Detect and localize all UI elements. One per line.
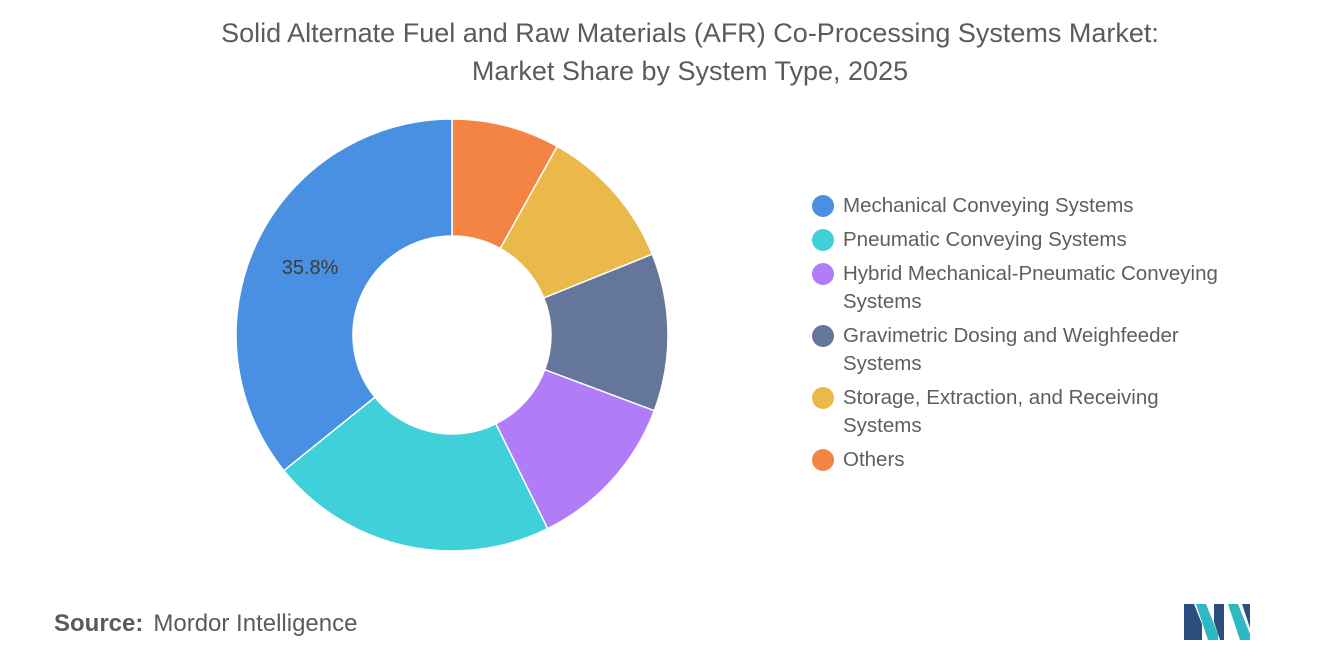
donut-slice [282, 396, 549, 552]
legend-item: Mechanical Conveying Systems [812, 192, 1282, 220]
legend-item: Gravimetric Dosing and Weighfeeder System… [812, 322, 1282, 378]
legend-swatch [812, 195, 834, 217]
mordor-logo-icon [1184, 604, 1250, 640]
source-note: Source: Mordor Intelligence [54, 610, 357, 638]
legend-swatch [812, 325, 834, 347]
legend-item: Others [812, 446, 1282, 474]
legend-label: Mechanical Conveying Systems [843, 194, 1134, 217]
source-label: Source: [54, 610, 144, 637]
legend-swatch [812, 263, 834, 285]
legend-label: Systems [843, 414, 922, 437]
chart-legend: Mechanical Conveying Systems Pneumatic Co… [812, 192, 1282, 480]
legend-swatch [812, 387, 834, 409]
title-line: Solid Alternate Fuel and Raw Materials (… [221, 18, 1159, 48]
donut-slice [235, 118, 453, 472]
legend-label: Pneumatic Conveying Systems [843, 228, 1127, 251]
legend-label: Systems [843, 290, 922, 313]
legend-label: Systems [843, 352, 922, 375]
subtitle-line: Market Share by System Type, 2025 [471, 56, 909, 86]
legend-swatch [812, 449, 834, 471]
legend-label: Gravimetric Dosing and Weighfeeder [843, 324, 1179, 347]
legend-item: Hybrid Mechanical-Pneumatic Conveying Sys… [812, 260, 1282, 316]
donut-slice [542, 253, 669, 412]
data-label: 35.8% [282, 257, 339, 279]
legend-label: Hybrid Mechanical-Pneumatic Conveying [843, 262, 1218, 285]
legend-item: Pneumatic Conveying Systems [812, 226, 1282, 254]
legend-swatch [812, 229, 834, 251]
legend-label: Storage, Extraction, and Receiving [843, 386, 1159, 409]
legend-item: Storage, Extraction, and Receiving System… [812, 384, 1282, 440]
legend-label: Others [843, 448, 905, 471]
chart-title: Solid Alternate Fuel and Raw Materials (… [0, 14, 1320, 90]
source-value: Mordor Intelligence [153, 610, 358, 637]
